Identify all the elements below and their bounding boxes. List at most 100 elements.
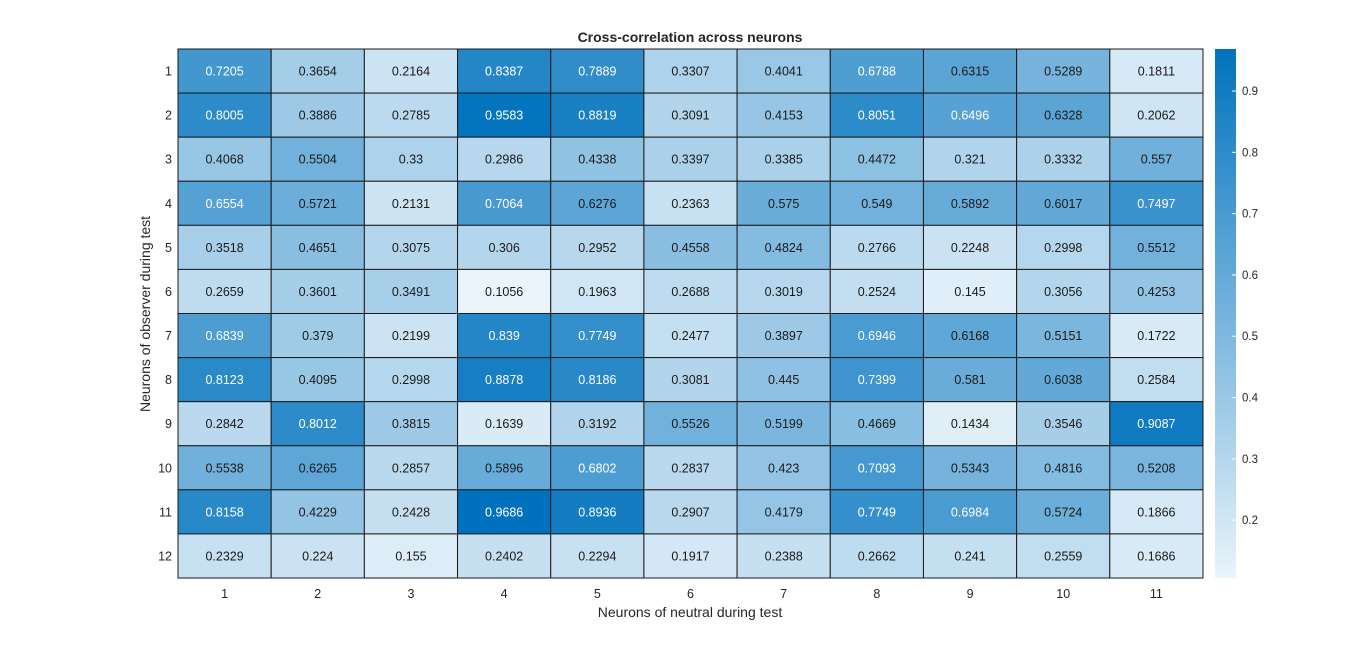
cell-value-label: 0.2559: [1044, 549, 1082, 563]
cell-value-label: 0.6839: [205, 329, 243, 343]
heatmap-cell: [829, 489, 924, 535]
cell-value-label: 0.2785: [392, 109, 430, 123]
cell-value-label: 0.5721: [299, 197, 337, 211]
cell-value-label: 0.4472: [858, 153, 896, 167]
heatmap-cell: [643, 357, 738, 403]
heatmap-cell: [829, 92, 924, 138]
heatmap-cell: [643, 445, 738, 491]
cell-value-label: 0.7399: [858, 373, 896, 387]
cell-value-label: 0.2659: [205, 285, 243, 299]
colorbar-tick-label: 0.4: [1242, 393, 1259, 405]
heatmap-cell: [550, 136, 645, 182]
cell-value-label: 0.1056: [485, 285, 523, 299]
cell-value-label: 0.1686: [1137, 549, 1175, 563]
cell-value-label: 0.321: [954, 153, 985, 167]
cell-value-label: 0.4068: [205, 153, 243, 167]
heatmap-cell: [922, 533, 1018, 579]
cell-value-label: 0.2428: [392, 505, 430, 519]
x-tick-label: 5: [594, 587, 601, 601]
cell-value-label: 0.2662: [858, 549, 896, 563]
heatmap-cell: [922, 268, 1018, 314]
heatmap-cell: [457, 313, 552, 359]
cell-value-label: 0.2907: [671, 505, 709, 519]
cell-value-label: 0.4253: [1137, 285, 1175, 299]
x-tick-label: 11: [1150, 587, 1163, 601]
heatmap-cell: [270, 489, 365, 535]
heatmap-cell: [922, 401, 1018, 447]
heatmap-cell: [457, 357, 552, 403]
heatmap-cell: [1016, 48, 1111, 94]
cell-value-label: 0.5892: [951, 197, 989, 211]
cell-value-label: 0.3518: [205, 241, 243, 255]
y-tick-label: 9: [165, 417, 172, 431]
cell-value-label: 0.2952: [578, 241, 616, 255]
x-tick-label: 7: [780, 587, 787, 601]
x-tick-label: 10: [1056, 587, 1070, 601]
heatmap-cell: [457, 224, 552, 270]
cell-value-label: 0.5343: [951, 461, 989, 475]
cell-value-label: 0.3397: [671, 153, 709, 167]
cell-value-label: 0.4179: [765, 505, 803, 519]
x-tick-label: 2: [314, 587, 321, 601]
cell-value-label: 0.6984: [951, 505, 989, 519]
heatmap-cell: [736, 180, 831, 226]
heatmap-cell: [643, 313, 738, 359]
cell-value-label: 0.4558: [671, 241, 709, 255]
cell-value-label: 0.2062: [1137, 109, 1175, 123]
cell-value-label: 0.3546: [1044, 417, 1082, 431]
heatmap-cell: [363, 92, 459, 138]
y-axis-label: Neurons of observer during test: [137, 216, 153, 412]
cell-value-label: 0.3332: [1044, 153, 1082, 167]
cell-value-label: 0.445: [768, 373, 799, 387]
heatmap-cell: [736, 357, 831, 403]
heatmap-cell: [829, 445, 924, 491]
heatmap-cell: [922, 136, 1018, 182]
heatmap-cell: [177, 92, 272, 138]
x-tick-label: 1: [221, 587, 228, 601]
cell-value-label: 0.379: [302, 329, 333, 343]
cell-value-label: 0.1917: [671, 549, 709, 563]
heatmap-cell: [1109, 136, 1204, 182]
cell-value-label: 0.1639: [485, 417, 523, 431]
heatmap-cell: [363, 533, 459, 579]
heatmap-cell: [363, 48, 459, 94]
cell-value-label: 0.8186: [578, 373, 616, 387]
x-axis-label: Neurons of neutral during test: [598, 604, 783, 620]
cell-value-label: 0.6017: [1044, 197, 1082, 211]
cell-value-label: 0.2857: [392, 461, 430, 475]
cell-value-label: 0.4669: [858, 417, 896, 431]
heatmap-cell: [363, 136, 459, 182]
heatmap-cell: [363, 224, 459, 270]
chart-title: Cross-correlation across neurons: [578, 29, 803, 45]
cell-value-label: 0.6802: [578, 461, 616, 475]
cell-value-label: 0.2986: [485, 153, 523, 167]
heatmap-cell: [643, 224, 738, 270]
cell-value-label: 0.6946: [858, 329, 896, 343]
cell-value-label: 0.6265: [299, 461, 337, 475]
cell-value-label: 0.224: [302, 549, 333, 563]
heatmap-cell: [643, 136, 738, 182]
cell-value-label: 0.4816: [1044, 461, 1082, 475]
heatmap-cell: [270, 224, 365, 270]
heatmap-cell: [270, 533, 365, 579]
heatmap-cell: [922, 180, 1018, 226]
heatmap-cell: [1016, 357, 1111, 403]
y-tick-label: 11: [159, 505, 172, 519]
y-tick-label: 12: [158, 549, 172, 563]
heatmap-cells: 0.7205 0.3654 0.2164 0.8387 0.7889 0.3307 0.40…: [177, 48, 1204, 579]
heatmap-cell: [1109, 357, 1204, 403]
cell-value-label: 0.549: [861, 197, 892, 211]
cell-value-label: 0.5526: [671, 417, 709, 431]
heatmap-cell: [829, 533, 924, 579]
heatmap-cell: [1016, 92, 1111, 138]
cell-value-label: 0.6038: [1044, 373, 1082, 387]
cell-value-label: 0.241: [954, 549, 985, 563]
cell-value-label: 0.6496: [951, 109, 989, 123]
cell-value-label: 0.6328: [1044, 109, 1082, 123]
cell-value-label: 0.6168: [951, 329, 989, 343]
cell-value-label: 0.5512: [1137, 241, 1175, 255]
heatmap-cell: [922, 313, 1018, 359]
cell-value-label: 0.2294: [578, 549, 616, 563]
cell-value-label: 0.3491: [392, 285, 430, 299]
